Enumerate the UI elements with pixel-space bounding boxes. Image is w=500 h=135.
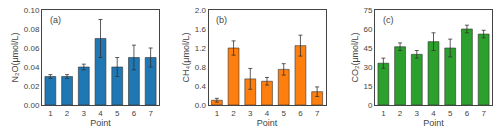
svg-text:30: 30 [363,63,372,72]
svg-text:Point: Point [90,118,111,128]
svg-text:1: 1 [381,109,386,118]
svg-text:1: 1 [215,109,220,118]
svg-text:0.4: 0.4 [195,82,207,91]
svg-text:15: 15 [363,82,372,91]
svg-text:2: 2 [65,109,70,118]
svg-text:(b): (b) [216,15,227,25]
svg-text:45: 45 [363,44,372,53]
svg-text:4: 4 [98,109,103,118]
svg-text:Point: Point [423,118,444,128]
svg-text:6: 6 [132,109,137,118]
svg-text:0.8: 0.8 [195,63,207,72]
svg-text:2.0: 2.0 [195,6,207,15]
svg-text:2: 2 [398,109,403,118]
svg-text:7: 7 [315,109,320,118]
svg-text:75: 75 [363,6,372,15]
svg-text:3: 3 [415,109,420,118]
svg-text:4: 4 [431,109,436,118]
svg-text:1.2: 1.2 [195,44,207,53]
svg-text:2: 2 [231,109,236,118]
svg-text:0: 0 [368,101,373,110]
svg-text:CH₄(μmol/L): CH₄(μmol/L) [181,33,191,83]
svg-text:0.10: 0.10 [24,6,40,15]
svg-text:0.02: 0.02 [24,82,40,91]
svg-text:1: 1 [48,109,53,118]
svg-text:6: 6 [298,109,303,118]
svg-text:Point: Point [257,118,278,128]
svg-text:N₂O(μmol/L): N₂O(μmol/L) [10,32,20,82]
svg-text:0.06: 0.06 [24,44,40,53]
svg-text:3: 3 [248,109,253,118]
svg-text:1.6: 1.6 [195,25,207,34]
svg-text:0.00: 0.00 [24,101,40,110]
svg-text:0.0: 0.0 [195,101,207,110]
svg-text:0.08: 0.08 [24,25,40,34]
svg-text:(a): (a) [50,15,61,25]
svg-text:5: 5 [281,109,286,118]
svg-text:(c): (c) [383,15,394,25]
svg-text:60: 60 [363,25,372,34]
svg-text:6: 6 [465,109,470,118]
svg-text:0.04: 0.04 [24,63,40,72]
svg-text:4: 4 [265,109,270,118]
svg-text:3: 3 [82,109,87,118]
svg-text:CO₂(μmol/L): CO₂(μmol/L) [350,32,360,82]
svg-text:7: 7 [148,109,153,118]
svg-text:5: 5 [448,109,453,118]
svg-text:5: 5 [115,109,120,118]
svg-text:7: 7 [481,109,486,118]
